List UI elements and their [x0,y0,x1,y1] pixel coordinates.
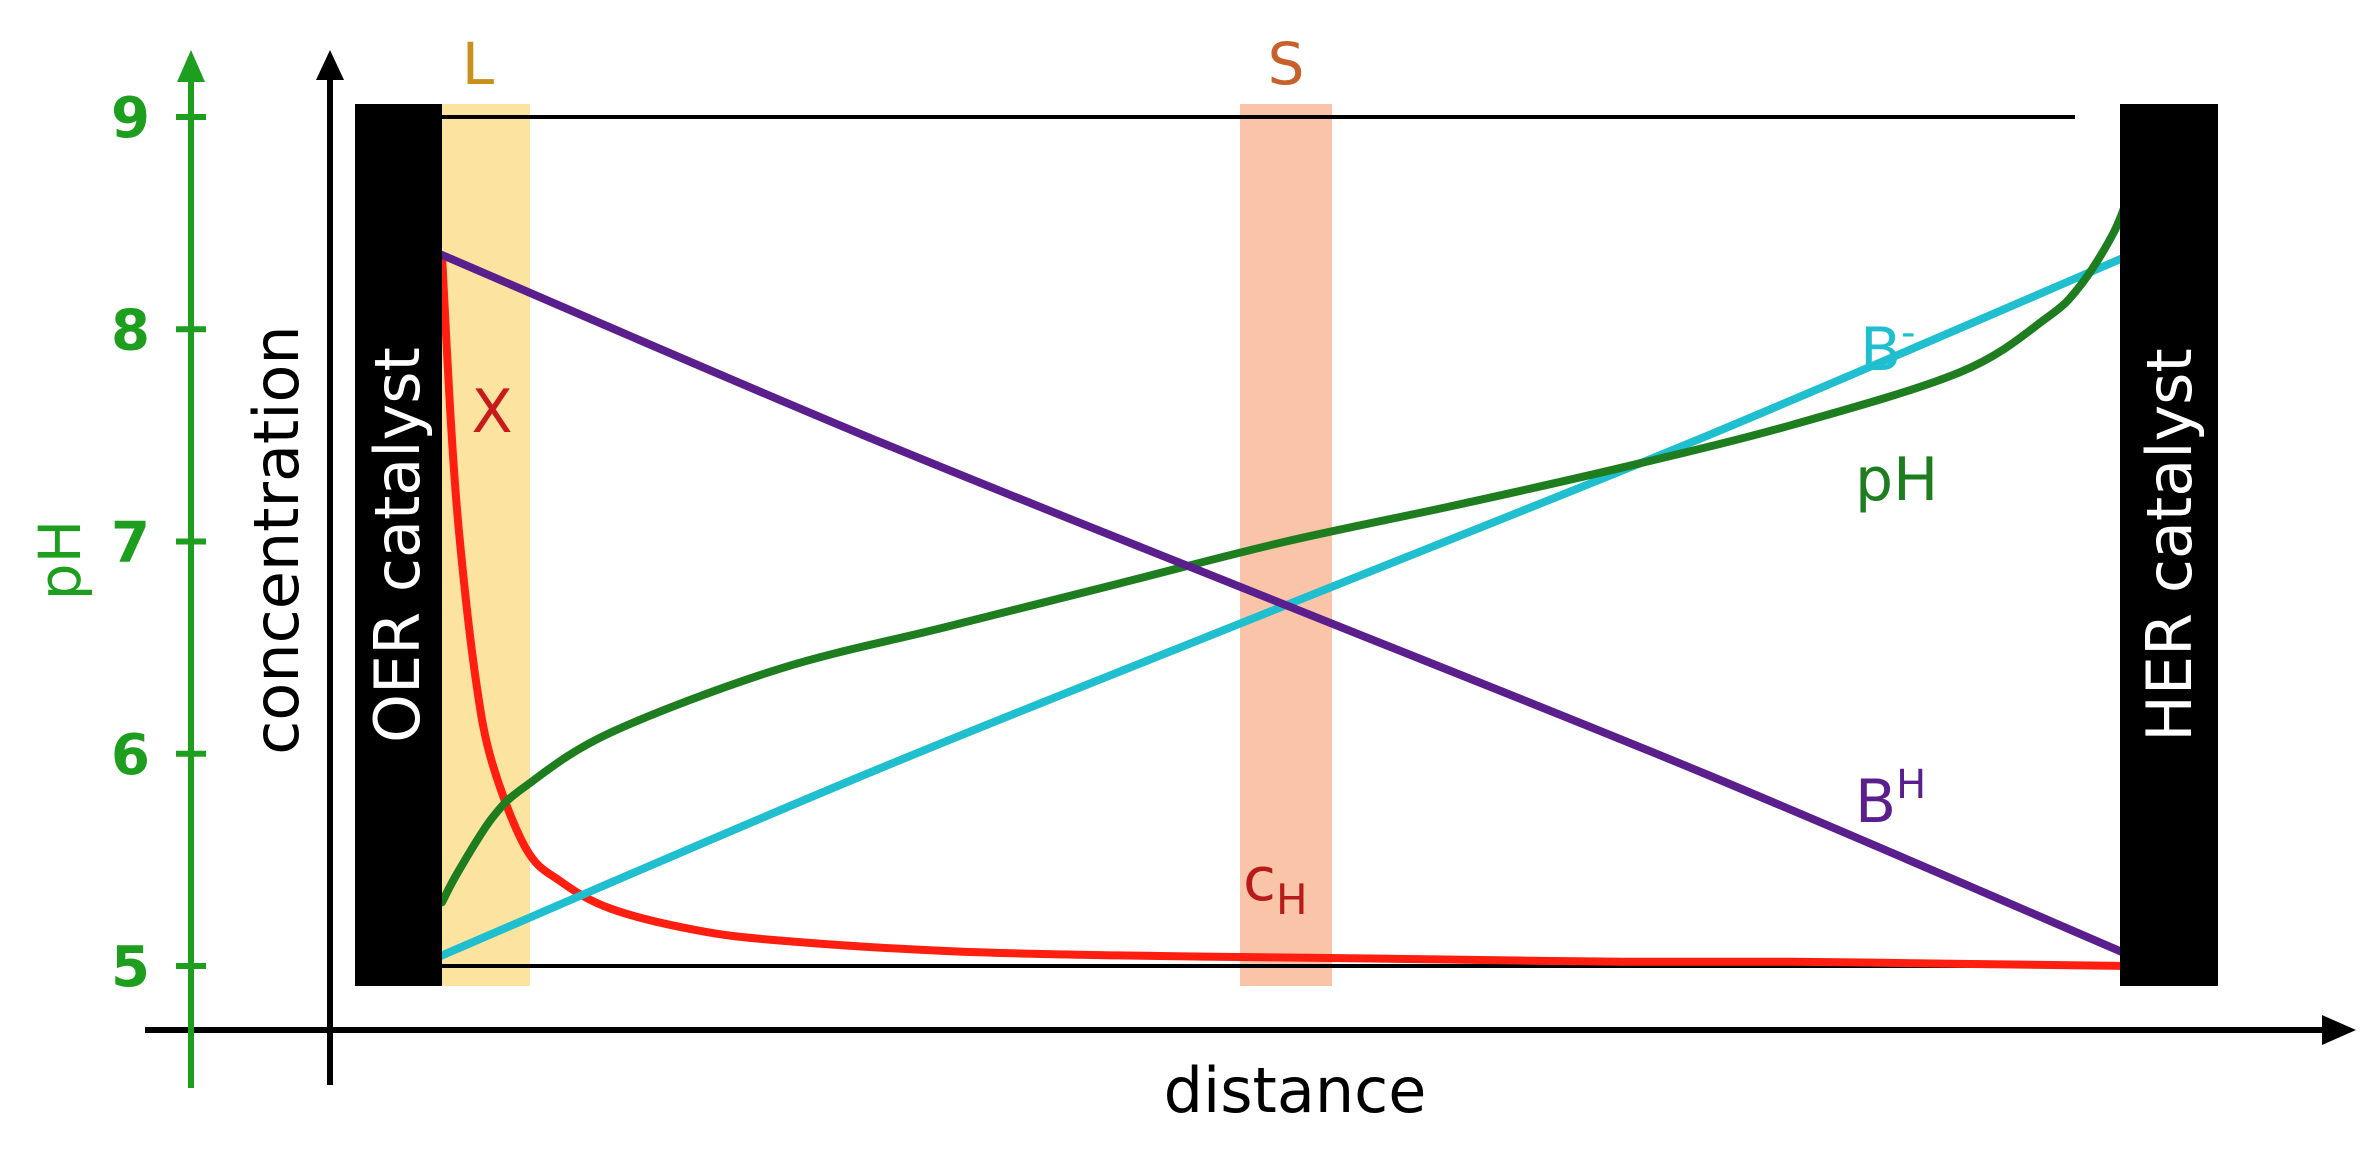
series-line-bh [438,251,2134,960]
ph-tick-label: 5 [111,935,150,1000]
distance-axis-label: distance [1164,1054,1427,1127]
series-line-ch [438,251,2134,970]
region-s-label: S [1268,30,1305,98]
region-l-label: L [462,30,494,98]
ph-tick-label: 9 [111,86,150,151]
region-l-band [442,104,530,986]
ph-tick-label: 6 [111,723,150,788]
x-annotation: X [471,377,512,447]
b-minus-label: B- [1860,310,1916,385]
series-line-ph [438,187,2134,907]
concentration-axis-arrowhead [316,50,344,80]
series-group [438,187,2134,970]
ph-axis-label: pH [26,520,94,600]
ph-tick-label: 8 [111,298,150,363]
her-catalyst-label: HER catalyst [2133,348,2206,742]
ph-curve-label: pH [1855,445,1938,515]
ph-axis-arrowhead [177,50,205,82]
ph-tick-label: 7 [111,511,150,576]
her-electrode [2120,104,2218,986]
concentration-axis-label: concentration [240,325,313,754]
bh-label: BH [1855,762,1926,837]
distance-axis-arrowhead [2322,1015,2356,1045]
ch-label: cH [1243,845,1308,924]
oer-catalyst-label: OER catalyst [361,347,434,743]
oer-electrode [355,104,442,986]
ph-axis-ticks: 5 6 7 8 9 [111,86,206,1000]
